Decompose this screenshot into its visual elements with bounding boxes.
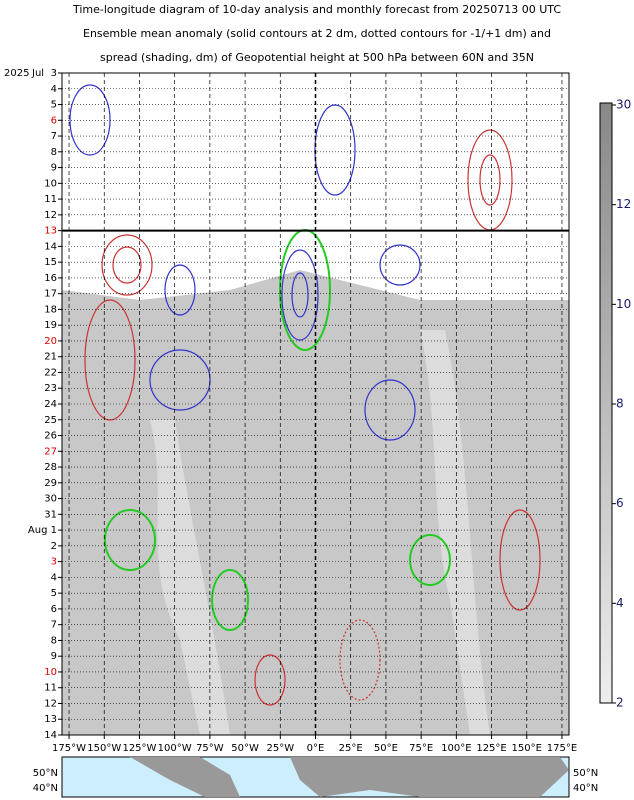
y-tick-label: 27 xyxy=(44,446,57,457)
y-tick-label: 29 xyxy=(44,478,57,489)
y-tick-label: 18 xyxy=(44,304,57,315)
colorbar-label: 8 xyxy=(616,397,624,411)
y-tick-label: 6 xyxy=(51,604,57,615)
y-tick-label: 11 xyxy=(44,194,57,205)
plot-frame xyxy=(61,72,570,736)
y-tick-label: 30 xyxy=(44,494,57,505)
y-tick-label: 7 xyxy=(51,131,57,142)
map-land xyxy=(130,757,569,797)
title-line: spread (shading, dm) of Geopotential hei… xyxy=(100,51,534,64)
x-tick-label: 125°W xyxy=(122,743,156,754)
colorbar-label: 4 xyxy=(616,596,624,610)
y-tick-label: 28 xyxy=(44,462,57,473)
y-tick-label: 23 xyxy=(44,383,57,394)
contours xyxy=(69,84,541,706)
spread-shading xyxy=(420,330,490,735)
x-tick-label: 150°W xyxy=(87,743,121,754)
y-tick-label: 12 xyxy=(44,210,57,221)
y-tick-label: 19 xyxy=(44,320,57,331)
y-tick-label: 14 xyxy=(44,241,57,252)
y-tick-label: 21 xyxy=(44,352,57,363)
x-tick-label: 100°W xyxy=(158,743,192,754)
x-tick-label: 75°W xyxy=(196,743,224,754)
colorbar-label: 30 xyxy=(616,98,631,112)
x-tick-label: 150°E xyxy=(512,743,542,754)
x-tick-label: 25°E xyxy=(339,743,363,754)
y-tick-label: 5 xyxy=(51,588,57,599)
y-tick-label: 16 xyxy=(44,273,57,284)
colorbar-label: 12 xyxy=(616,197,631,211)
x-tick-label: 0°E xyxy=(307,743,325,754)
y-tick-label: 7 xyxy=(51,620,57,631)
x-tick-label: 100°E xyxy=(441,743,471,754)
colorbar-label: 6 xyxy=(616,496,624,510)
y-tick-label: 10 xyxy=(44,667,57,678)
x-tick-label: 175°E xyxy=(547,743,577,754)
y-tick-label: Aug 1 xyxy=(28,525,57,536)
x-tick-label: 125°E xyxy=(476,743,506,754)
x-tick-label: 25°W xyxy=(266,743,294,754)
title-line: Time-longitude diagram of 10-day analysi… xyxy=(72,3,561,16)
y-tick-label: 3 xyxy=(51,557,57,568)
y-tick-label: 5 xyxy=(51,100,57,111)
x-tick-label: 175°W xyxy=(52,743,86,754)
y-tick-label: 6 xyxy=(51,115,57,126)
map-lat-label: 50°N xyxy=(573,768,598,779)
y-tick-label: 24 xyxy=(44,399,57,410)
x-tick-label: 50°E xyxy=(374,743,398,754)
y-tick-label: 3 xyxy=(51,68,57,79)
map-lat-label: 40°N xyxy=(573,783,598,794)
map-lat-label: 50°N xyxy=(33,768,58,779)
y-tick-label: 17 xyxy=(44,289,57,300)
y-tick-label: 20 xyxy=(44,336,57,347)
x-tick-label: 50°W xyxy=(231,743,259,754)
colorbar xyxy=(599,102,613,704)
y-tick-label: 13 xyxy=(44,714,57,725)
y-tick-label: 4 xyxy=(51,84,57,95)
y-tick-label: 2 xyxy=(51,541,57,552)
y-tick-label: 25 xyxy=(44,415,57,426)
y-tick-label: 22 xyxy=(44,367,57,378)
colorbar-label: 10 xyxy=(616,297,631,311)
y-month-label: Jul xyxy=(31,68,44,79)
y-year-label: 2025 xyxy=(4,68,29,79)
y-tick-label: 8 xyxy=(51,635,57,646)
y-tick-label: 9 xyxy=(51,651,57,662)
y-tick-label: 8 xyxy=(51,147,57,158)
map xyxy=(61,756,570,798)
y-tick-label: 13 xyxy=(44,226,57,237)
y-tick-label: 10 xyxy=(44,178,57,189)
y-tick-label: 31 xyxy=(44,509,57,520)
y-tick-label: 15 xyxy=(44,257,57,268)
y-tick-label: 26 xyxy=(44,431,57,442)
y-tick-label: 12 xyxy=(44,698,57,709)
map-lat-label: 40°N xyxy=(33,783,58,794)
y-tick-label: 4 xyxy=(51,572,57,583)
y-tick-label: 9 xyxy=(51,163,57,174)
colorbar-label: 2 xyxy=(616,696,624,710)
title-line: Ensemble mean anomaly (solid contours at… xyxy=(83,27,551,40)
y-tick-label: 11 xyxy=(44,683,57,694)
colorbar-bar xyxy=(599,102,613,704)
y-tick-label: 14 xyxy=(44,730,57,741)
x-tick-label: 75°E xyxy=(409,743,433,754)
